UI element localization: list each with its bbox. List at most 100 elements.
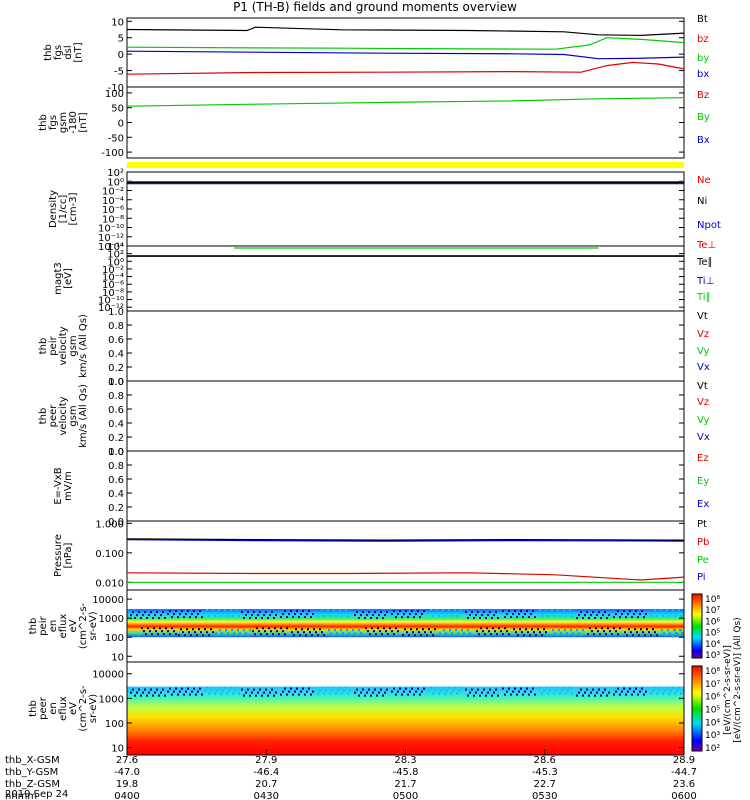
spectrogram-speckle	[290, 687, 292, 690]
y-tick-label: 10	[111, 17, 124, 28]
spectrogram-speckle	[321, 631, 323, 634]
x-tick-label: 28.9	[673, 755, 695, 766]
spectrogram-speckle	[348, 632, 350, 635]
spectrogram-speckle	[385, 630, 387, 633]
legend-entry: Ni	[697, 196, 707, 207]
legend-entry: Ex	[697, 499, 709, 510]
spectrogram-speckle	[512, 690, 514, 693]
spectrogram-speckle	[364, 617, 366, 620]
spectrogram-speckle	[656, 692, 658, 695]
spectrogram-speckle	[423, 687, 425, 690]
spectrogram-speckle	[210, 628, 212, 631]
spectrogram-speckle	[194, 631, 196, 634]
y-tick-label: 10⁻⁴	[102, 196, 124, 207]
spectrogram-speckle	[169, 687, 171, 690]
spectrogram-speckle	[530, 690, 532, 693]
spectrogram-speckle	[615, 630, 617, 633]
spectrogram-speckle	[556, 635, 558, 638]
spectrogram-speckle	[140, 694, 142, 697]
spectrogram-speckle	[491, 694, 493, 697]
spectrogram-speckle	[557, 609, 559, 612]
spectrogram-speckle	[167, 690, 169, 693]
spectrogram-speckle	[175, 610, 177, 613]
spectrogram-speckle	[465, 688, 467, 691]
spectrogram-speckle	[414, 634, 416, 637]
spectrogram-speckle	[282, 690, 284, 693]
spectrogram-speckle	[448, 686, 450, 689]
spectrogram-speckle	[167, 630, 169, 633]
spectrogram-speckle	[339, 609, 341, 612]
spectrogram-speckle	[280, 616, 282, 619]
legend-entry: Vt	[697, 381, 708, 392]
spectrogram-speckle	[457, 632, 459, 635]
y-axis-label: km/s (All Qs)	[78, 384, 89, 448]
spectrogram-speckle	[269, 614, 271, 617]
spectrogram-speckle	[401, 616, 403, 619]
spectrogram-speckle	[362, 688, 364, 691]
spectrogram-speckle	[401, 693, 403, 696]
panel-frame	[126, 17, 685, 88]
spectrogram-speckle	[258, 630, 260, 633]
legend-entry: Ez	[697, 453, 709, 464]
spectrogram-speckle	[158, 694, 160, 697]
spectrogram-speckle	[310, 616, 312, 619]
spectrogram-speckle	[152, 617, 154, 620]
spectrogram-speckle	[239, 632, 241, 635]
spectrogram-speckle	[191, 613, 193, 616]
spectrogram-speckle	[241, 688, 243, 691]
legend-entry: Ti⊥	[696, 276, 714, 287]
spectrogram-speckle	[179, 613, 181, 616]
spectrogram-speckle	[280, 693, 282, 696]
spectrogram-speckle	[654, 686, 656, 689]
spectrogram-speckle	[379, 630, 381, 633]
spectrogram-speckle	[378, 691, 380, 694]
spectrogram-speckle	[377, 627, 379, 630]
spectrogram-speckle	[531, 628, 533, 631]
spectrogram-speckle	[226, 692, 228, 695]
y-axis-label: eflux	[58, 614, 69, 639]
spectrogram-speckle	[441, 635, 443, 638]
y-axis-label: thb	[38, 408, 49, 425]
spectrogram-speckle	[412, 631, 414, 634]
spectrogram-speckle	[469, 691, 471, 694]
spectrogram-speckle	[450, 615, 452, 618]
spectrogram-speckle	[208, 634, 210, 637]
x-tick-label: -47.0	[114, 767, 140, 778]
spectrogram-speckle	[345, 609, 347, 612]
spectrogram-speckle	[183, 693, 185, 696]
spectrogram-speckle	[382, 694, 384, 697]
spectrogram-speckle	[537, 628, 539, 631]
spectrogram-speckle	[569, 686, 571, 689]
spectrogram-speckle	[286, 616, 288, 619]
colorbar-tick-label: 10⁴	[705, 640, 720, 650]
spectrogram-speckle	[304, 693, 306, 696]
spectrogram-speckle	[658, 689, 660, 692]
spectrogram-speckle	[132, 688, 134, 691]
spectrogram-speckle	[292, 693, 294, 696]
spectrogram-speckle	[670, 689, 672, 692]
spectrogram-speckle	[668, 692, 670, 695]
spectrogram-speckle	[419, 616, 421, 619]
panel-frame	[126, 450, 685, 522]
x-tick-label: 22.7	[534, 779, 556, 790]
y-axis-label: E=-VxB	[53, 467, 64, 504]
spectrogram-speckle	[249, 694, 251, 697]
y-axis-label: velocity	[58, 396, 69, 435]
spectrogram-speckle	[664, 689, 666, 692]
spectrogram-speckle	[403, 690, 405, 693]
y-tick-label: 10⁻⁴	[102, 273, 124, 284]
spectrogram-speckle	[621, 690, 623, 693]
spectrogram-speckle	[201, 616, 203, 619]
colorbar-label: [eV/(cm^2-s-sr-eV)] (All Qs)	[733, 617, 743, 742]
y-tick-label: 1.0	[108, 377, 124, 388]
spectrogram-speckle	[165, 627, 167, 630]
spectrogram-speckle	[162, 611, 164, 614]
spectrogram-speckle	[419, 693, 421, 696]
spectrogram-speckle	[136, 691, 138, 694]
spectrogram-speckle	[188, 631, 190, 634]
spectrogram-speckle	[310, 693, 312, 696]
colorbar	[691, 665, 703, 752]
spectrogram-speckle	[676, 612, 678, 615]
spectrogram-speckle	[256, 627, 258, 630]
spectrogram-speckle	[329, 692, 331, 695]
